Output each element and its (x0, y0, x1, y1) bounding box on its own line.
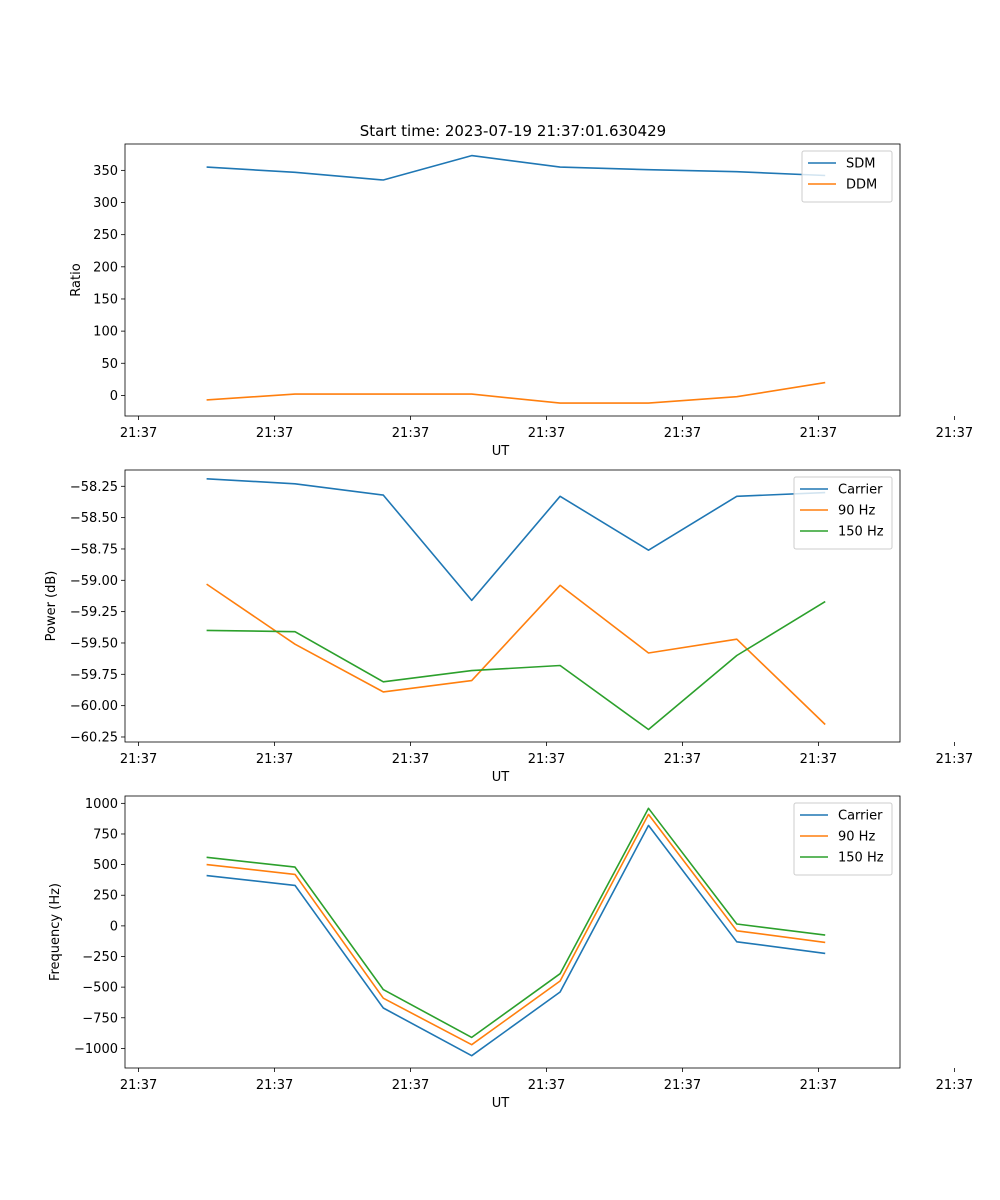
power-y-tick-label: −60.00 (70, 699, 118, 714)
frequency-legend-label-carrier: Carrier (838, 809, 883, 824)
frequency-series-carrier-line (206, 824, 826, 1057)
ratio-x-tick-label: 21:37 (528, 426, 565, 441)
ratio-y-tick-label: 150 (93, 292, 118, 307)
power-y-tick-label: −59.50 (70, 636, 118, 651)
frequency-x-tick-label: 21:37 (256, 1078, 293, 1093)
power-y-tick-label: −58.50 (70, 511, 118, 526)
ratio-axes-frame (124, 143, 901, 417)
frequency-x-tick-label: 21:37 (664, 1078, 701, 1093)
frequency-y-tick-label: 250 (93, 889, 118, 904)
power-y-tick-label: −60.25 (70, 730, 118, 745)
frequency-y-tick-label: 500 (93, 858, 118, 873)
ratio-x-axis-label: UT (492, 444, 510, 459)
ratio-y-tick-label: 250 (93, 228, 118, 243)
frequency-legend-label-90-hz: 90 Hz (838, 830, 875, 845)
frequency-series-90-hz-line (206, 813, 826, 1046)
ratio-x-tick-label: 21:37 (800, 426, 837, 441)
power-plot: 21:3721:3721:3721:3721:3721:3721:3721:38… (44, 469, 973, 785)
frequency-y-tick-label: 750 (93, 827, 118, 842)
frequency-y-tick-label: 1000 (85, 797, 118, 812)
ratio-x-tick-label: 21:37 (392, 426, 429, 441)
power-x-tick-label: 21:37 (256, 752, 293, 767)
frequency-axes-frame (124, 795, 901, 1069)
ratio-x-tick-label: 21:37 (664, 426, 701, 441)
ratio-x-tick-label: 21:37 (936, 426, 973, 441)
power-y-tick-label: −58.75 (70, 542, 118, 557)
frequency-x-axis-label: UT (492, 1096, 510, 1111)
frequency-legend-label-150-hz: 150 Hz (838, 851, 884, 866)
power-y-tick-label: −58.25 (70, 480, 118, 495)
ratio-series-ddm-line (206, 381, 826, 404)
frequency-x-tick-label: 21:37 (392, 1078, 429, 1093)
frequency-y-tick-label: −250 (82, 950, 118, 965)
power-y-axis-label: Power (dB) (44, 571, 59, 642)
frequency-series-150-hz-line (206, 807, 826, 1039)
frequency-y-tick-label: −750 (82, 1011, 118, 1026)
ratio-x-tick-label: 21:37 (256, 426, 293, 441)
ratio-legend-label-sdm: SDM (846, 157, 875, 172)
ratio-y-tick-label: 300 (93, 196, 118, 211)
frequency-y-axis-label: Frequency (Hz) (48, 883, 63, 981)
ratio-y-tick-label: 50 (101, 357, 118, 372)
ratio-y-tick-label: 200 (93, 260, 118, 275)
power-legend-label-90-hz: 90 Hz (838, 504, 875, 519)
frequency-x-tick-label: 21:37 (800, 1078, 837, 1093)
power-y-tick-label: −59.25 (70, 605, 118, 620)
power-legend-label-150-hz: 150 Hz (838, 525, 884, 540)
power-x-tick-label: 21:37 (120, 752, 157, 767)
power-axes-frame (124, 469, 901, 743)
frequency-plot: 21:3721:3721:3721:3721:3721:3721:3721:38… (48, 795, 973, 1111)
power-series-90-hz-line (206, 583, 826, 726)
power-x-tick-label: 21:37 (528, 752, 565, 767)
frequency-x-tick-label: 21:37 (528, 1078, 565, 1093)
ratio-y-tick-label: 350 (93, 164, 118, 179)
ratio-y-axis-label: Ratio (69, 263, 84, 296)
frequency-y-tick-label: −1000 (74, 1042, 118, 1057)
frequency-y-tick-label: 0 (110, 919, 118, 934)
power-y-tick-label: −59.00 (70, 574, 118, 589)
frequency-y-tick-label: −500 (82, 981, 118, 996)
power-series-150-hz-line (206, 600, 826, 731)
power-x-tick-label: 21:37 (800, 752, 837, 767)
chart-title: Start time: 2023-07-19 21:37:01.630429 (360, 122, 666, 140)
ratio-series-sdm-line (206, 154, 826, 181)
ratio-y-tick-label: 0 (110, 389, 118, 404)
ratio-x-tick-label: 21:37 (120, 426, 157, 441)
frequency-x-tick-label: 21:37 (936, 1078, 973, 1093)
power-x-tick-label: 21:37 (392, 752, 429, 767)
power-y-tick-label: −59.75 (70, 668, 118, 683)
frequency-x-tick-label: 21:37 (120, 1078, 157, 1093)
power-x-axis-label: UT (492, 770, 510, 785)
ratio-legend-label-ddm: DDM (846, 178, 877, 193)
power-x-tick-label: 21:37 (936, 752, 973, 767)
power-x-tick-label: 21:37 (664, 752, 701, 767)
power-series-carrier-line (206, 478, 826, 602)
ratio-y-tick-label: 100 (93, 325, 118, 340)
ratio-plot: 21:3721:3721:3721:3721:3721:3721:3721:38… (69, 143, 973, 459)
power-legend-label-carrier: Carrier (838, 483, 883, 498)
